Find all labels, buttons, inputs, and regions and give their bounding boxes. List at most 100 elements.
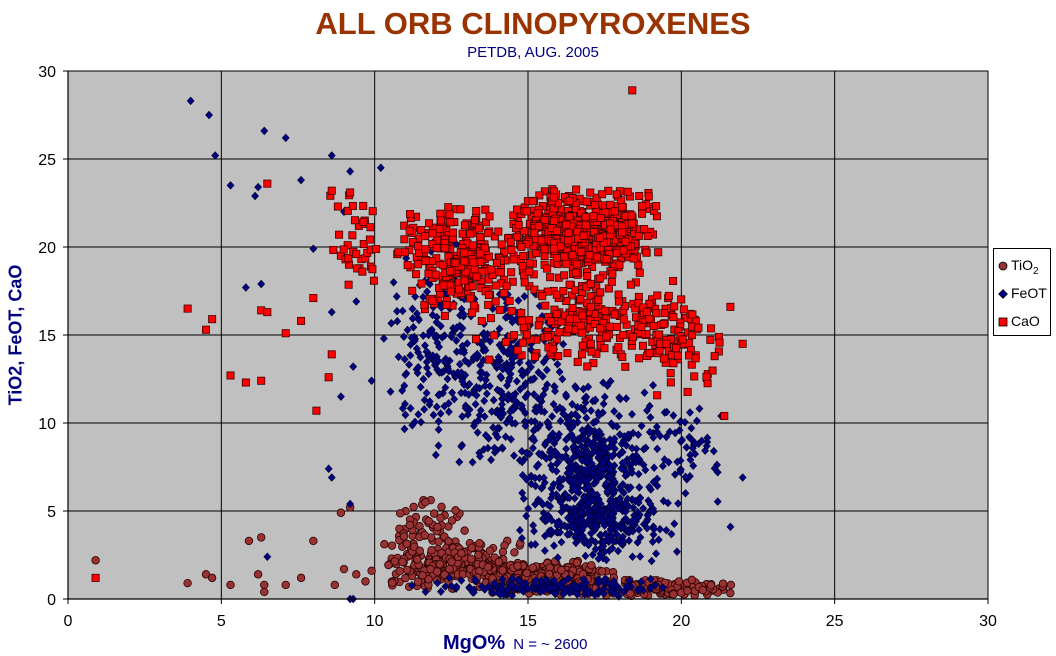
- data-point-feot: [599, 399, 608, 409]
- data-point-feot: [597, 506, 606, 515]
- data-point-feot: [409, 323, 418, 332]
- data-point-feot: [480, 445, 488, 454]
- data-point-cao: [241, 378, 250, 387]
- data-point-cao: [627, 211, 636, 220]
- data-point-feot: [627, 526, 636, 535]
- data-point-tio2: [433, 522, 442, 532]
- data-point-tio2: [460, 526, 469, 535]
- data-point-cao: [344, 254, 353, 263]
- data-point-feot: [645, 427, 654, 437]
- legend-label-feot: FeOT: [1011, 285, 1047, 301]
- data-point-cao: [359, 240, 368, 249]
- data-point-feot: [600, 521, 609, 530]
- data-point-cao: [669, 276, 678, 285]
- data-point-cao: [263, 179, 272, 188]
- circle-marker-icon: [998, 261, 1008, 271]
- data-point-cao: [486, 314, 495, 323]
- data-point-feot: [499, 409, 508, 418]
- data-point-cao: [440, 311, 449, 320]
- data-point-feot: [401, 410, 410, 420]
- data-point-feot: [494, 588, 503, 598]
- data-point-cao: [470, 216, 479, 225]
- data-point-feot: [455, 321, 464, 330]
- data-point-feot: [567, 459, 576, 469]
- data-point-feot: [607, 510, 616, 519]
- data-point-feot: [671, 428, 680, 438]
- data-point-cao: [201, 325, 210, 334]
- data-point-cao: [563, 349, 572, 358]
- data-point-feot: [406, 351, 415, 360]
- data-point-cao: [635, 268, 644, 277]
- data-point-cao: [565, 212, 574, 221]
- data-point-cao: [517, 316, 526, 325]
- data-point-cao: [458, 229, 467, 238]
- data-point-cao: [655, 346, 664, 355]
- data-point-cao: [540, 252, 549, 261]
- data-point-feot: [535, 420, 544, 430]
- x-tick-label: 20: [672, 613, 690, 630]
- data-point-feot: [650, 463, 659, 472]
- data-point-cao: [645, 348, 654, 357]
- data-point-feot: [441, 582, 450, 591]
- data-point-feot: [517, 401, 526, 410]
- data-point-cao: [297, 316, 306, 325]
- data-point-cao: [654, 248, 663, 257]
- data-point-tio2: [572, 558, 582, 567]
- data-point-cao: [495, 305, 504, 314]
- data-point-cao: [706, 335, 715, 344]
- data-point-cao: [669, 313, 678, 322]
- data-point-cao: [543, 264, 552, 273]
- data-point-cao: [678, 335, 687, 344]
- data-point-feot: [483, 443, 492, 453]
- data-point-cao: [507, 245, 516, 254]
- data-point-tio2: [398, 557, 407, 567]
- data-point-feot: [571, 409, 580, 419]
- data-point-feot: [521, 408, 530, 418]
- data-point-feot: [518, 534, 526, 543]
- data-point-feot: [554, 457, 563, 467]
- data-point-feot: [602, 454, 611, 463]
- data-point-feot: [596, 549, 605, 558]
- data-point-feot: [553, 518, 561, 528]
- data-point-feot: [669, 411, 678, 420]
- data-point-feot: [652, 422, 661, 432]
- data-point-tio2: [597, 567, 607, 576]
- data-point-feot: [452, 582, 461, 591]
- data-point-cao: [690, 372, 699, 381]
- data-point-cao: [519, 251, 528, 260]
- data-point-cao: [702, 372, 711, 381]
- data-point-feot: [260, 126, 269, 136]
- data-point-feot: [635, 483, 644, 492]
- data-point-feot: [424, 330, 433, 340]
- data-point-feot: [738, 473, 747, 482]
- data-point-feot: [507, 434, 515, 444]
- y-tick-label: 10: [38, 416, 56, 433]
- data-point-feot: [625, 576, 634, 585]
- data-point-cao: [333, 202, 342, 211]
- data-point-cao: [499, 289, 508, 298]
- data-point-feot: [241, 283, 250, 292]
- data-point-feot: [456, 347, 465, 356]
- data-point-feot: [608, 581, 617, 591]
- data-point-cao: [522, 207, 531, 216]
- data-point-feot: [634, 469, 643, 479]
- data-point-cao: [652, 202, 661, 211]
- data-point-cao: [492, 258, 501, 267]
- data-point-tio2: [698, 585, 707, 595]
- data-point-feot: [387, 319, 396, 328]
- data-point-feot: [504, 395, 512, 404]
- data-point-feot: [476, 361, 485, 370]
- data-point-feot: [643, 406, 651, 415]
- data-point-feot: [586, 511, 594, 521]
- data-point-cao: [666, 369, 675, 378]
- data-point-feot: [646, 499, 655, 509]
- data-point-feot: [531, 406, 539, 416]
- data-point-feot: [536, 395, 545, 404]
- data-point-cao: [348, 202, 357, 211]
- data-point-feot: [582, 585, 591, 594]
- data-point-feot: [625, 484, 633, 494]
- data-point-feot: [472, 382, 481, 392]
- data-point-tio2: [309, 536, 318, 546]
- data-point-tio2: [253, 570, 263, 579]
- data-point-cao: [612, 190, 621, 199]
